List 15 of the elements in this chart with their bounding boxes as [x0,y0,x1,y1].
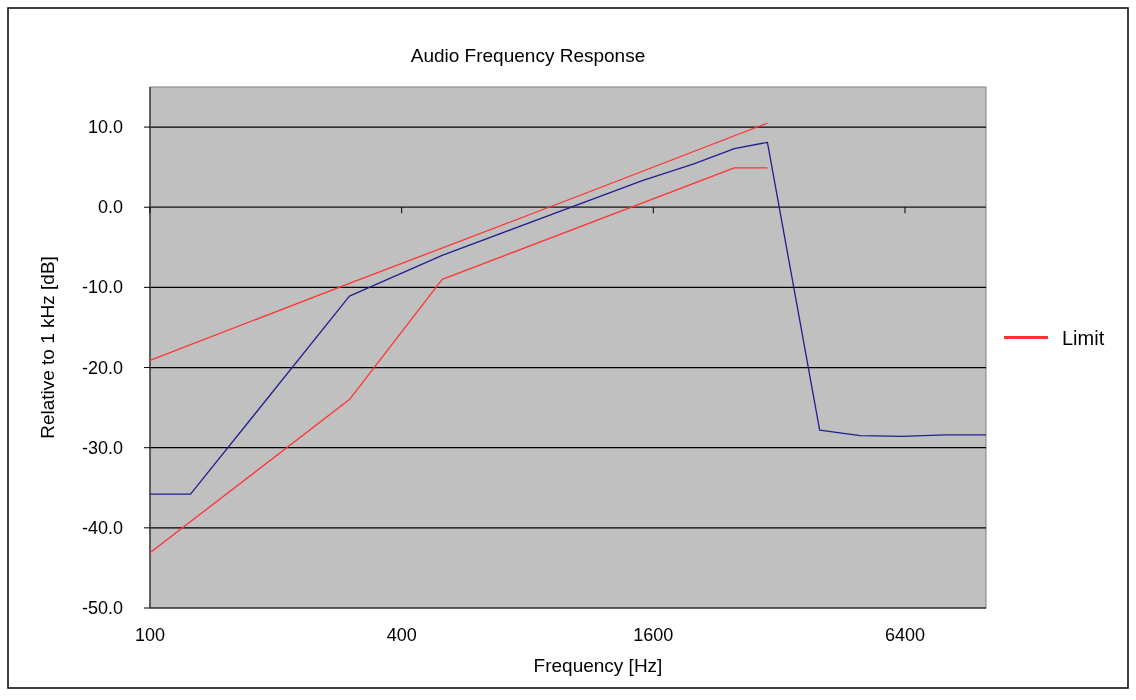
x-tick-label: 1600 [633,625,674,645]
y-tick-label: -40.0 [81,517,123,538]
chart-title: Audio Frequency Response [410,45,646,66]
y-tick-label: 0.0 [97,197,123,218]
y-tick-label: -30.0 [81,437,123,458]
y-tick-label: 10.0 [87,117,123,138]
x-tick-label: 6400 [884,625,926,645]
x-axis-title: Frequency [Hz] [533,655,663,676]
y-tick-label: -10.0 [81,277,123,298]
legend-label: Limit [1062,326,1105,349]
y-tick-label: -20.0 [81,357,123,378]
x-tick-label: 400 [386,625,417,645]
x-tick-label: 100 [134,625,166,645]
y-tick-label: -50.0 [81,598,123,618]
y-axis-title: Relative to 1 kHz [dB] [37,256,58,439]
